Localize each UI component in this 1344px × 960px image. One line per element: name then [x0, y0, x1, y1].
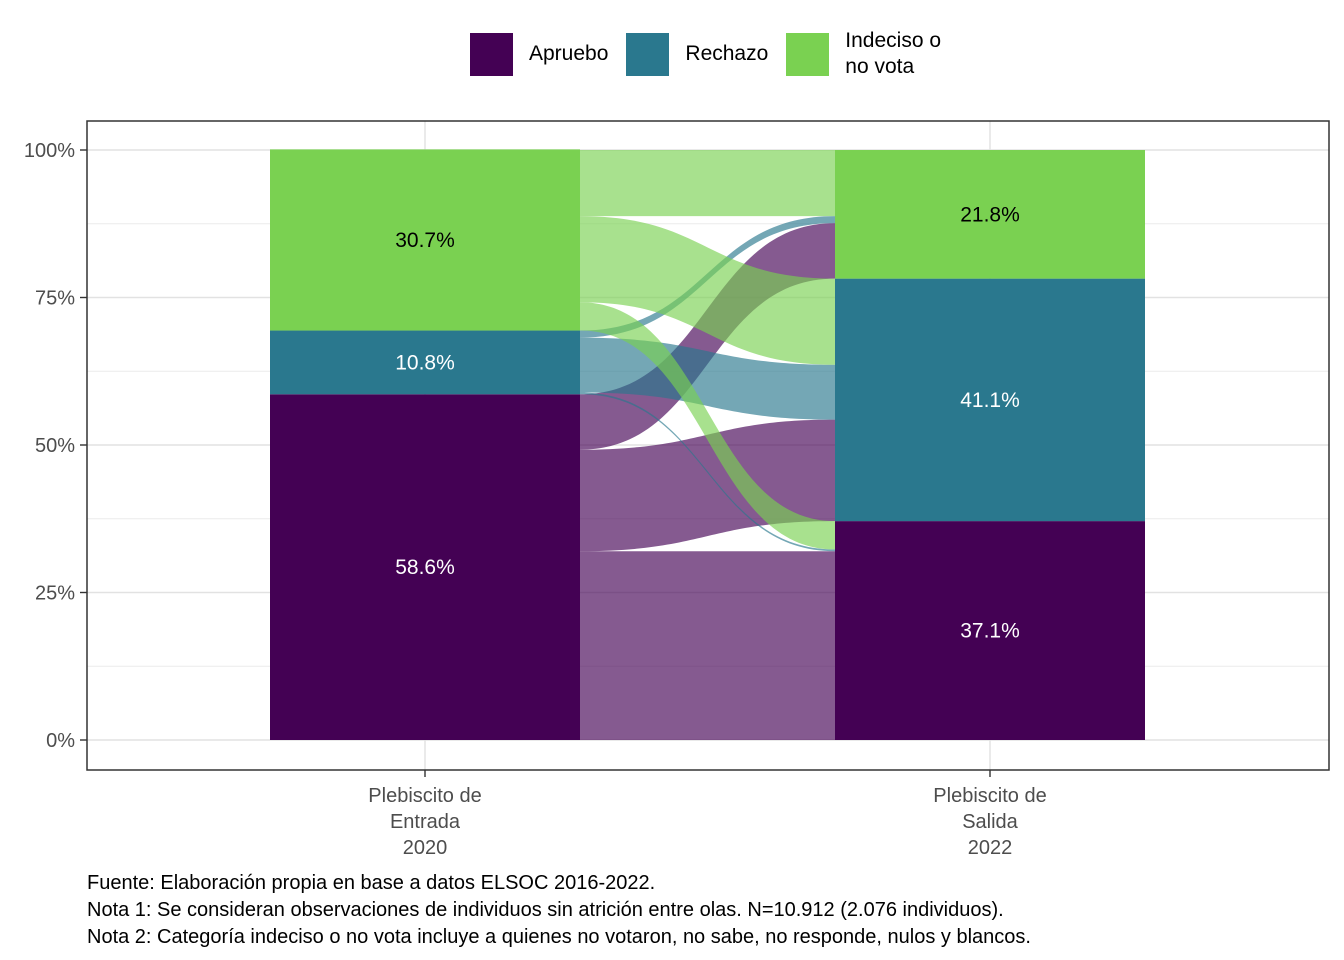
legend-swatch-indeciso — [786, 32, 830, 76]
x-tick-label: Entrada — [390, 811, 461, 833]
x-tick-label: 2022 — [968, 837, 1013, 859]
chart-notes: Fuente: Elaboración propia en base a dat… — [87, 870, 1031, 951]
bar-col2-apruebo — [835, 521, 1145, 740]
flow-rechazo-to-apruebo — [580, 392, 835, 552]
legend-item-rechazo: Rechazo — [626, 32, 769, 76]
legend-label-rechazo: Rechazo — [685, 42, 769, 65]
legend: Apruebo Rechazo Indeciso o no vota — [470, 28, 959, 80]
data-label-col2-rechazo: 41.1% — [960, 389, 1020, 412]
flow-indeciso-o-no-vota-to-apruebo — [580, 302, 835, 550]
note-2: Nota 2: Categoría indeciso o no vota inc… — [87, 926, 1031, 948]
bar-col1-apruebo — [270, 394, 580, 740]
legend-label-indeciso-line1: Indeciso o — [845, 29, 942, 52]
legend-item-apruebo: Apruebo — [470, 32, 609, 76]
bar-col2-rechazo — [835, 278, 1145, 522]
legend-label-apruebo: Apruebo — [529, 42, 609, 65]
data-label-col2-apruebo: 37.1% — [960, 620, 1020, 643]
bar-col1-rechazo — [270, 330, 580, 395]
bar-col1-indeciso-o-no-vota — [270, 149, 580, 331]
x-tick-label: Plebiscito de — [368, 785, 481, 807]
flow-indeciso-o-no-vota-to-indeciso-o-no-vota — [580, 150, 835, 217]
alluvial-chart: 58.6% 10.8% 30.7% 37.1% 41.1% 21.8% 0% 25% 50% 75… — [24, 120, 1330, 859]
x-tick-label: Plebiscito de — [933, 785, 1046, 807]
legend-swatch-apruebo — [470, 32, 513, 76]
y-tick-label: 75% — [35, 288, 75, 310]
flow-rechazo-to-rechazo — [580, 337, 835, 420]
x-tick-label: 2020 — [403, 837, 448, 859]
flow-apruebo-to-apruebo — [580, 551, 835, 740]
legend-label-indeciso: Indeciso o no vota — [845, 28, 941, 80]
data-label-col1-apruebo: 58.6% — [395, 556, 455, 579]
legend-item-indeciso: Indeciso o no vota — [786, 28, 941, 80]
data-label-col1-rechazo: 10.8% — [395, 351, 455, 374]
note-source: Fuente: Elaboración propia en base a dat… — [87, 872, 656, 894]
data-label-col1-indeciso-o-no-vota: 30.7% — [395, 229, 455, 252]
bar-col2-indeciso-o-no-vota — [835, 150, 1145, 279]
data-label-col2-indeciso-o-no-vota: 21.8% — [960, 203, 1020, 226]
legend-swatch-rechazo — [626, 32, 670, 76]
x-tick-label: Salida — [962, 811, 1018, 833]
flow-indeciso-o-no-vota-to-rechazo — [580, 216, 835, 365]
legend-label-indeciso-line2: no vota — [845, 55, 915, 78]
y-tick-label: 0% — [46, 730, 75, 752]
note-1: Nota 1: Se consideran observaciones de i… — [87, 899, 1004, 921]
y-tick-label: 100% — [24, 140, 75, 162]
y-tick-label: 25% — [35, 583, 75, 605]
y-tick-label: 50% — [35, 435, 75, 457]
